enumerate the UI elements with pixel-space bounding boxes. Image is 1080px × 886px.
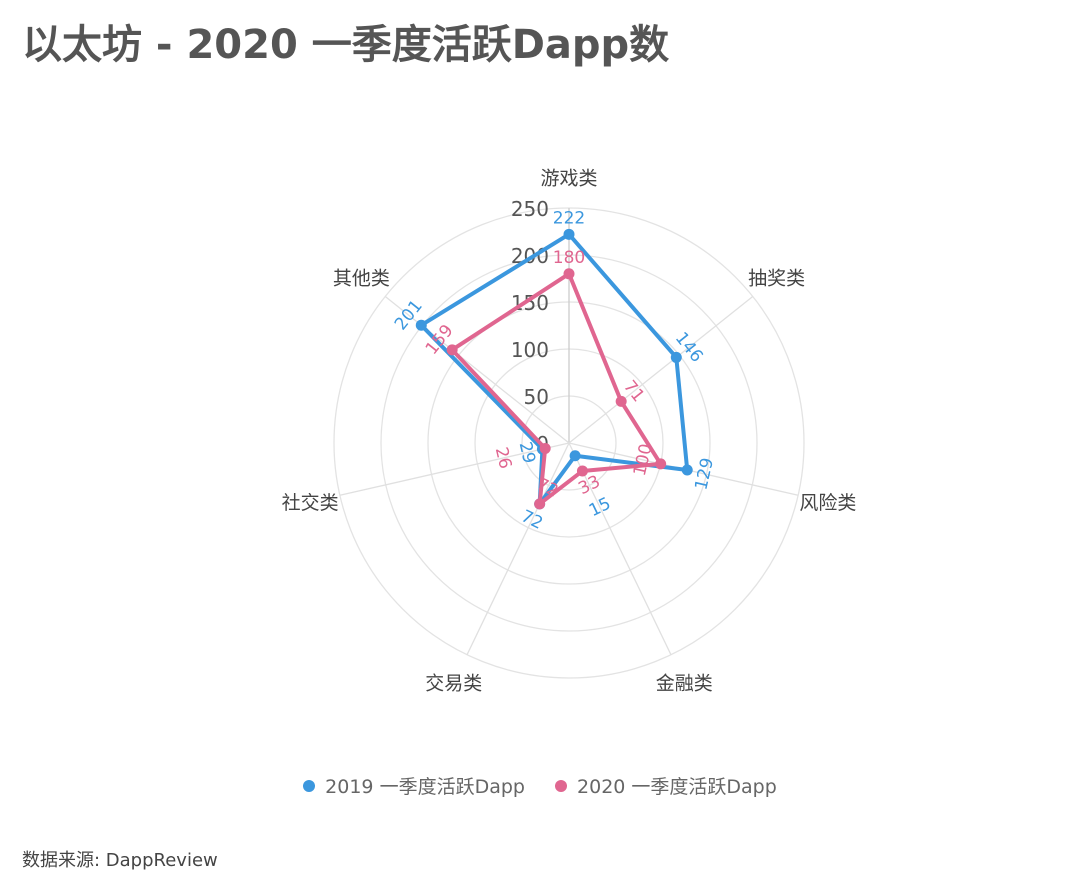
radar-chart: 游戏类抽奖类风险类金融类交易类社交类其他类0501001502002502221… [282,167,857,694]
tick-label: 100 [511,338,549,362]
data-point [681,464,693,476]
axis-label: 其他类 [333,267,390,289]
data-point [563,268,575,280]
axis-label: 交易类 [425,672,482,694]
data-label: 100 [630,442,657,478]
data-label: 222 [553,208,585,228]
chart-title: 以太坊 - 2020 一季度活跃Dapp数 [22,22,670,68]
axis-label: 游戏类 [540,167,597,189]
legend-label: 2019 一季度活跃Dapp [325,776,525,798]
legend-item-2020[interactable]: 2020 一季度活跃Dapp [555,772,777,799]
series-line [419,232,690,506]
axis-line [466,442,570,656]
data-label: 15 [586,494,614,521]
axis-label: 抽奖类 [748,267,805,289]
data-point [569,450,581,462]
data-point [539,442,551,454]
data-point [615,395,627,407]
legend-marker-icon [303,779,316,792]
data-point [655,458,667,470]
data-label: 29 [515,440,539,466]
axis-line [568,295,754,444]
data-point [563,228,575,240]
axis-line [339,442,570,496]
data-label: 129 [691,456,718,492]
data-point [534,498,546,510]
data-label: 72 [518,506,546,533]
series-line [450,271,663,506]
axis-line [568,442,672,656]
tick-label: 50 [524,385,549,409]
data-source: 数据来源: DappReview [22,850,218,871]
legend-item-2019[interactable]: 2019 一季度活跃Dapp [303,772,525,799]
data-label: 33 [575,472,603,499]
axis-line [384,295,570,444]
legend: 2019 一季度活跃Dapp 2020 一季度活跃Dapp [0,772,1080,799]
tick-label: 250 [511,197,549,221]
data-point [670,351,682,363]
legend-marker-icon [555,779,568,792]
data-point [576,465,588,477]
data-point [446,344,458,356]
data-label: 180 [553,248,585,268]
data-point [415,319,427,331]
axis-label: 社交类 [282,492,339,514]
axis-label: 金融类 [656,672,713,694]
data-label: 26 [491,445,515,471]
legend-label: 2020 一季度活跃Dapp [577,776,777,798]
tick-label: 150 [511,291,549,315]
axis-label: 风险类 [799,492,856,514]
